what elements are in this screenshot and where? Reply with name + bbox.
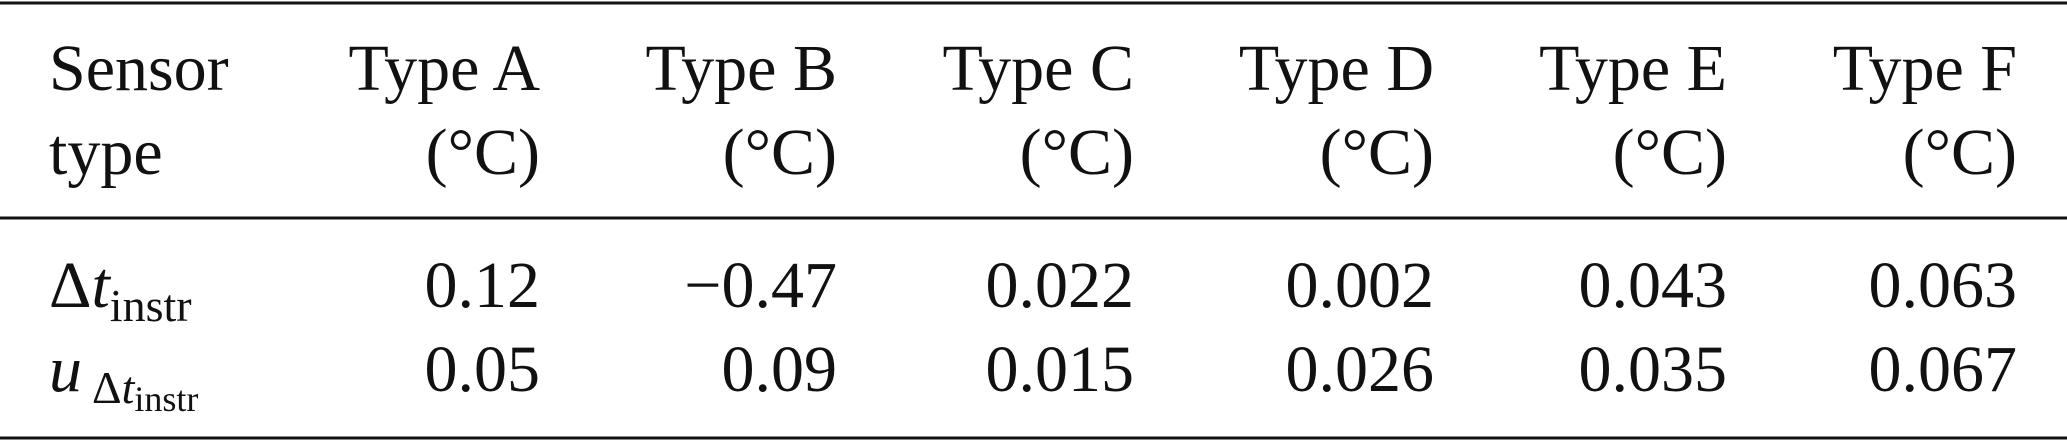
cell: −0.47: [684, 249, 837, 322]
subscript: Δ: [92, 362, 122, 413]
variable: t: [91, 249, 111, 322]
header-cell: Sensor: [49, 32, 229, 105]
symbol: Δ: [49, 249, 91, 322]
cell: 0.063: [1869, 249, 2018, 322]
column-unit: (°C): [723, 116, 837, 189]
cell: 0.067: [1869, 333, 2018, 406]
row-label: u Δtinstr: [49, 333, 198, 419]
cell: 0.015: [986, 333, 1135, 406]
cell: 0.022: [986, 249, 1135, 322]
column-unit: (°C): [1903, 116, 2017, 189]
column-name: Type F: [1833, 32, 2017, 105]
variable: u: [49, 333, 82, 406]
cell: 0.026: [1286, 333, 1435, 406]
cell: 0.09: [722, 333, 838, 406]
cell: 0.043: [1579, 249, 1728, 322]
column-unit: (°C): [426, 116, 540, 189]
sub-subscript: instr: [134, 379, 198, 419]
subscript: t: [122, 362, 136, 413]
column-name: Type D: [1239, 32, 1434, 105]
header-cell: type: [49, 116, 163, 189]
column-unit: (°C): [1613, 116, 1727, 189]
column-name: Type E: [1539, 32, 1727, 105]
column-name: Type B: [645, 32, 837, 105]
cell: 0.035: [1579, 333, 1728, 406]
cell: 0.002: [1286, 249, 1435, 322]
column-name: Type A: [348, 32, 540, 105]
cell: 0.12: [425, 249, 541, 322]
column-name: Type C: [942, 32, 1134, 105]
subscript: instr: [110, 280, 192, 331]
column-unit: (°C): [1020, 116, 1134, 189]
column-unit: (°C): [1320, 116, 1434, 189]
row-label: Δtinstr: [49, 249, 192, 331]
cell: 0.05: [425, 333, 541, 406]
